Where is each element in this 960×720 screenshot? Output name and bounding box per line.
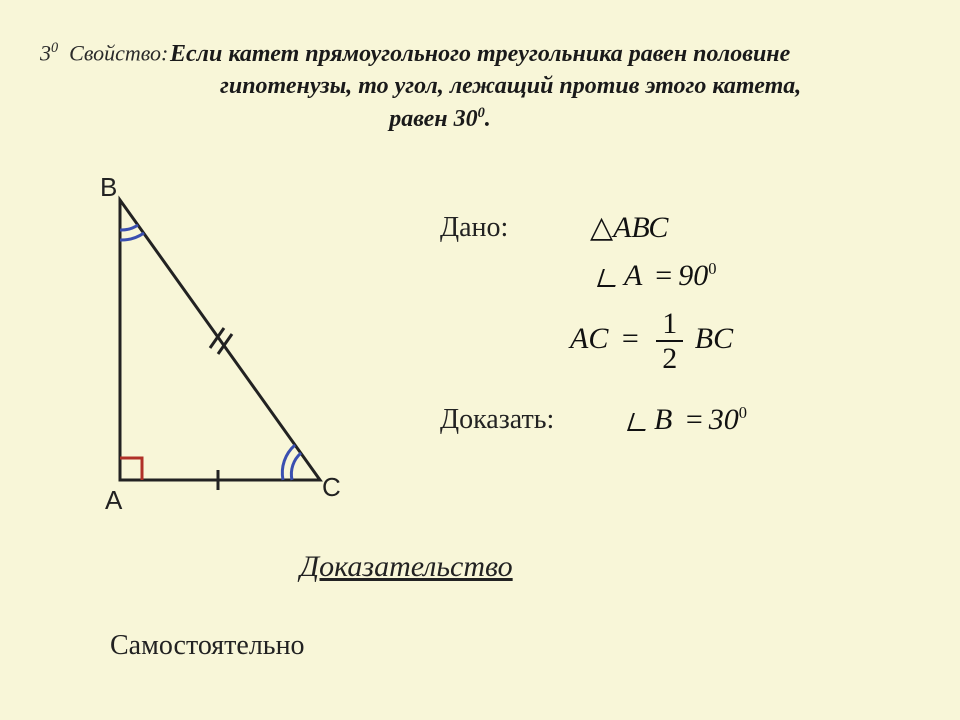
given-equation: AC = 1 2 BC: [570, 307, 733, 375]
property-word: Свойство:: [69, 40, 168, 65]
right-angle-mark: [120, 458, 142, 480]
vertex-b-label: В: [100, 172, 117, 203]
theorem-text: Если катет прямоугольного треугольника р…: [170, 38, 900, 135]
theorem-line1: Если катет прямоугольного треугольника р…: [170, 41, 790, 67]
triangle-diagram: А В С: [60, 180, 380, 520]
property-num: 3: [40, 40, 51, 65]
given-block: Дано: △АВС A =900 AC = 1 2 BC Доказать: …: [440, 210, 920, 451]
vertex-a-label: А: [105, 485, 122, 516]
angle-c-arc1: [291, 453, 301, 480]
triangle-shape: [120, 200, 320, 480]
vertex-c-label: С: [322, 472, 341, 503]
proof-heading: Доказательство: [300, 550, 513, 584]
given-heading: Дано:: [440, 212, 590, 244]
property-label: 30 Свойство:: [40, 40, 168, 66]
prove-equation: B =300: [630, 403, 747, 437]
given-angle-a: A =900: [600, 259, 716, 293]
given-triangle: △АВС: [590, 210, 668, 245]
angle-b-arc2: [120, 233, 144, 240]
prove-heading: Доказать:: [440, 404, 630, 436]
self-label: Самостоятельно: [110, 630, 305, 662]
theorem-line3: равен 300.: [170, 103, 710, 135]
angle-b-arc1: [120, 225, 138, 230]
theorem-line2: гипотенузы, то угол, лежащий против этог…: [170, 70, 900, 102]
property-sup: 0: [51, 40, 58, 56]
triangle-svg: [60, 180, 380, 520]
